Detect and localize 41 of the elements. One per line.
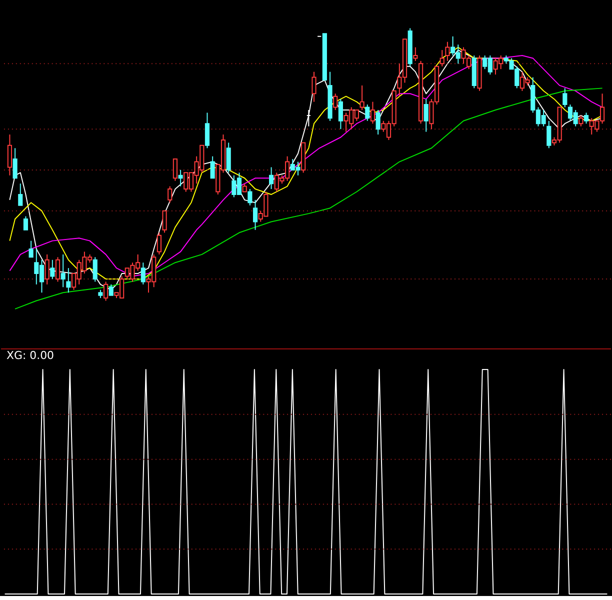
candlestick [376, 109, 380, 136]
candlestick [204, 112, 210, 149]
candlestick [92, 256, 98, 282]
candlestick [50, 259, 55, 280]
candlestick [156, 232, 162, 255]
candlestick [445, 41, 450, 62]
candlestick [66, 268, 71, 294]
candlestick [312, 71, 316, 102]
candlestick [168, 186, 172, 204]
candlestick [140, 262, 146, 285]
candlestick [104, 281, 108, 302]
candlestick [172, 158, 178, 182]
candlestick [424, 98, 428, 132]
candlestick [370, 101, 376, 124]
candlestick [248, 188, 252, 206]
candlestick [28, 240, 34, 258]
candlestick [562, 88, 568, 108]
chart-title: XG: 0.00 [6, 348, 54, 362]
candlestick [18, 183, 23, 206]
candlestick [252, 199, 258, 230]
candlestick [546, 120, 552, 149]
candlestick [440, 50, 444, 67]
candlestick [108, 284, 114, 296]
candlestick [584, 112, 589, 124]
candlestick [23, 216, 28, 230]
candlestick [578, 114, 584, 127]
candlestick [210, 156, 215, 179]
candlestick [269, 166, 274, 190]
candlestick [338, 98, 343, 130]
candlestick [60, 254, 66, 288]
candlestick [333, 93, 338, 110]
candlestick [226, 142, 231, 174]
candlestick [413, 46, 418, 62]
candlestick [162, 210, 167, 234]
candlestick [178, 169, 183, 187]
candlestick [55, 256, 60, 282]
candlestick [7, 134, 12, 176]
candlestick [360, 84, 364, 110]
candlestick [44, 254, 50, 285]
candlestick [12, 148, 18, 179]
candlestick [365, 104, 370, 122]
